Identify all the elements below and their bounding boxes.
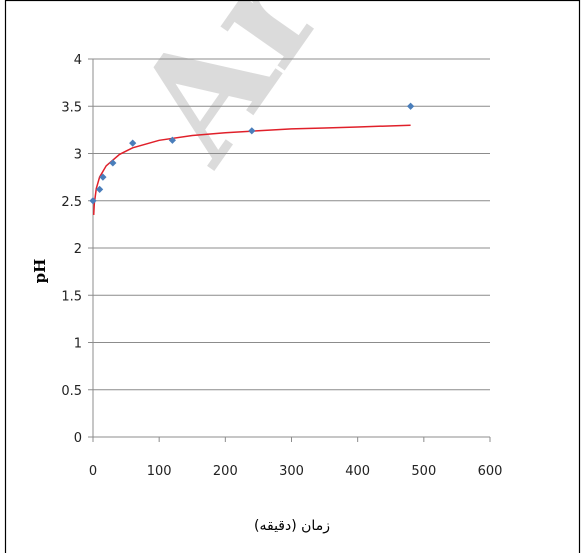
x-tick-label: 0	[89, 464, 97, 479]
axes	[88, 58, 491, 442]
y-tick-label: 2	[74, 242, 82, 257]
data-points-layer	[89, 102, 415, 205]
data-point	[407, 102, 415, 110]
x-axis-label: زمان (دقیقه)	[254, 518, 330, 534]
grid	[93, 58, 490, 391]
y-tick-label: 4	[74, 53, 82, 68]
x-tick-label: 100	[147, 464, 172, 479]
trendline	[92, 124, 411, 215]
x-tick-label: 500	[411, 464, 436, 479]
y-axis-label: pH	[31, 259, 49, 284]
y-tick-labels: 0 0.5 1 1.5 2 2.5 3 3.5 4	[61, 53, 82, 446]
x-tick-label: 300	[279, 464, 304, 479]
y-tick-label: 0	[74, 431, 82, 446]
x-tick-labels: 0 100 200 300 400 500 600	[89, 464, 503, 479]
x-tick-label: 600	[478, 464, 503, 479]
y-tick-label: 1	[74, 337, 82, 352]
y-tick-label: 2.5	[61, 195, 82, 210]
y-tick-label: 0.5	[61, 384, 82, 399]
data-point	[109, 159, 117, 167]
x-tick-label: 200	[213, 464, 238, 479]
data-point	[168, 136, 176, 144]
chart-border	[4, 0, 581, 553]
data-point	[89, 197, 97, 205]
data-point	[129, 139, 137, 147]
y-tick-label: 3.5	[61, 100, 82, 115]
data-point	[248, 127, 256, 135]
data-point	[96, 185, 104, 194]
x-tick-label: 400	[345, 464, 370, 479]
data-point	[99, 173, 107, 181]
y-tick-label: 3	[74, 148, 82, 163]
trendline-layer	[92, 124, 411, 215]
y-tick-label: 1.5	[61, 289, 82, 304]
